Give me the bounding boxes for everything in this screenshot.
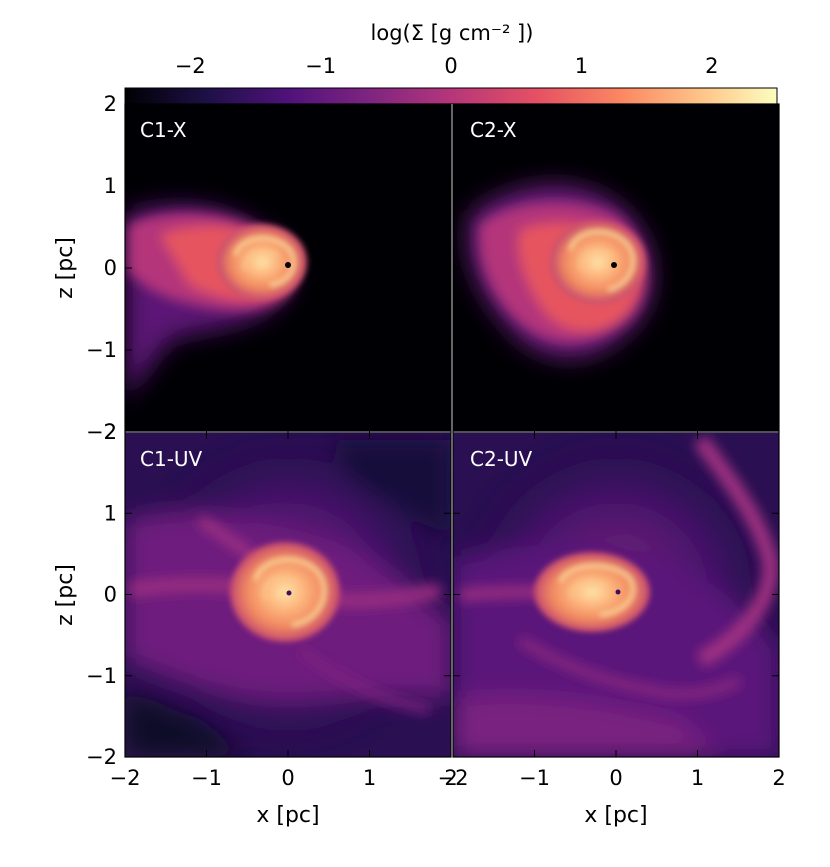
panel-label: C2-UV	[470, 447, 533, 471]
y-axis-label-bottom: z [pc]	[53, 564, 78, 626]
x-tick-label: 0	[609, 766, 622, 790]
colorbar-tick-label: −2	[175, 54, 206, 78]
colorbar-tick-label: 0	[444, 54, 457, 78]
y-tick-label: 0	[104, 583, 117, 607]
panel-label: C1-UV	[140, 447, 203, 471]
x-tick-label: 2	[444, 766, 457, 790]
y-tick-label: 2	[104, 92, 117, 116]
x-tick-label: −2	[110, 766, 141, 790]
y-tick-label: 1	[104, 174, 117, 198]
panel-label: C1-X	[140, 118, 187, 142]
panel-c2-uv: C2-UV	[453, 432, 779, 757]
colorbar: log(Σ [g cm⁻² ]) −2 −1 0 1 2	[124, 21, 778, 105]
x-axis-label-right: x [pc]	[584, 803, 647, 828]
y-tick-label: 1	[104, 501, 117, 525]
x-tick-label: 1	[363, 766, 376, 790]
colorbar-gradient	[124, 87, 778, 105]
y-tick-label: −1	[86, 664, 117, 688]
gas-core	[217, 224, 307, 300]
x-tick-label: −1	[191, 766, 222, 790]
central-source	[611, 262, 617, 268]
panel-c1-uv: C1-UV	[125, 432, 451, 757]
y-tick-label: 0	[104, 256, 117, 280]
y-axis-label-top: z [pc]	[53, 237, 78, 299]
gas-core	[550, 220, 646, 304]
colorbar-tick-label: 2	[705, 54, 718, 78]
x-tick-label: 2	[772, 766, 785, 790]
y-tick-label: 2	[104, 420, 117, 444]
colorbar-tick-label: 1	[575, 54, 588, 78]
panel-c1-x: C1-X	[125, 104, 451, 432]
colorbar-label: log(Σ [g cm⁻² ])	[371, 21, 534, 45]
axis-ticks	[124, 103, 780, 758]
x-tick-label: −2	[438, 766, 469, 790]
gas-core	[534, 552, 650, 632]
y-tick-label: −2	[86, 420, 117, 444]
gas-core	[230, 542, 340, 642]
central-source	[285, 262, 291, 268]
x-tick-label: −1	[519, 766, 550, 790]
y-tick-label: −2	[86, 745, 117, 769]
y-tick-label: −1	[86, 338, 117, 362]
panel-c2-x: C2-X	[453, 104, 779, 432]
colorbar-tick-label: −1	[305, 54, 336, 78]
x-axis-label-left: x [pc]	[256, 803, 319, 828]
x-tick-label: 0	[281, 766, 294, 790]
x-tick-labels: −2 −1 0 1 2−2 −1 0 1 2	[110, 766, 786, 790]
panel-label: C2-X	[470, 118, 517, 142]
central-source	[615, 589, 621, 595]
x-tick-label: 1	[691, 766, 704, 790]
central-source	[286, 590, 292, 596]
